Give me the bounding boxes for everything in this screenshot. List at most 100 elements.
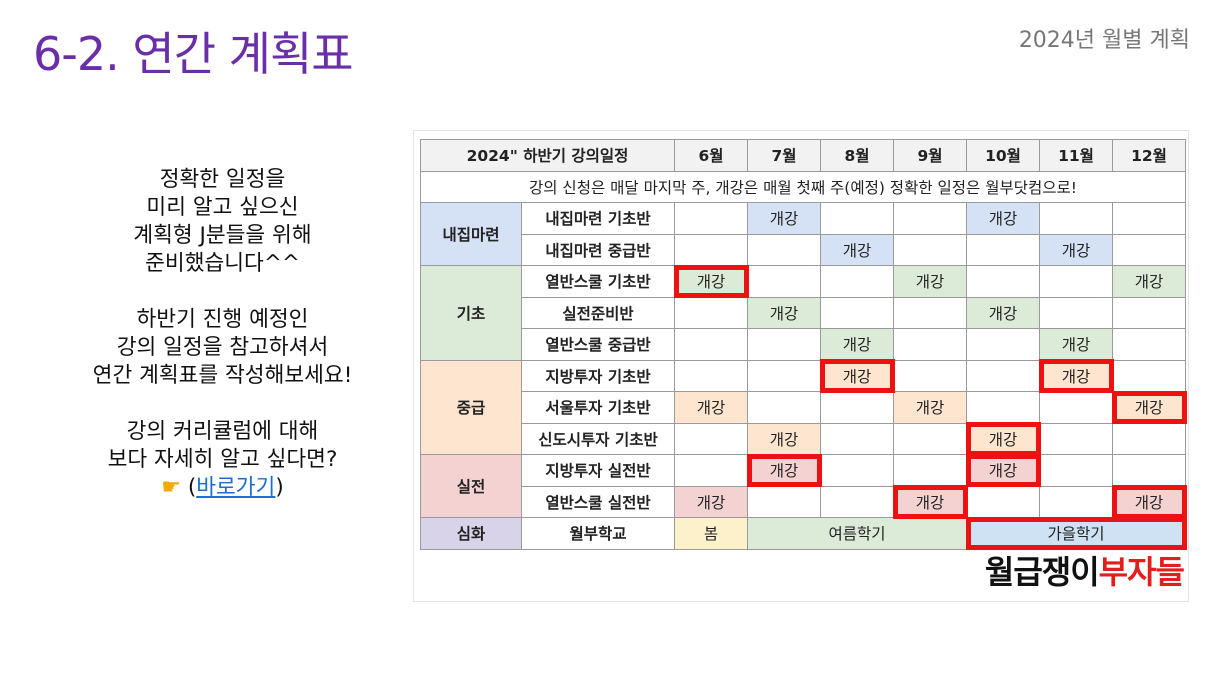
empty-cell — [674, 296, 748, 329]
intro-text: 정확한 일정을 미리 알고 싶으신 계획형 J분들을 위해 준비했습니다^^ 하… — [30, 166, 415, 502]
empty-cell — [1039, 391, 1113, 424]
open-cell: 개강 — [746, 453, 822, 487]
schedule-card: 2024" 하반기 강의일정 6월 7월 8월 9월 10월 11월 12월 강의 신청은 매달… — [413, 130, 1189, 602]
schedule-title: 2024" 하반기 강의일정 — [420, 139, 675, 172]
open-cell: 개강 — [747, 422, 821, 455]
course-name: 서울투자 기초반 — [521, 391, 675, 424]
open-cell: 개강 — [966, 296, 1040, 329]
empty-cell — [966, 265, 1040, 298]
course-row: 실전 지방투자 실전반 개강 개강 — [420, 453, 1186, 518]
month-header: 12월 — [1112, 139, 1186, 172]
notice-text: 강의 신청은 매달 마지막 주, 개강은 매월 첫째 주(예정) 정확한 일정은… — [420, 170, 1186, 203]
empty-cell — [893, 233, 967, 266]
empty-cell — [747, 265, 821, 298]
course-row: 실전준비반 개강 개강 — [421, 296, 1186, 329]
link-paren-close: ) — [275, 475, 284, 500]
empty-cell — [893, 296, 967, 329]
course-row: 내집마련 중급반 개강 개강 — [421, 233, 1186, 266]
pointing-hand-icon: ☛ — [161, 475, 181, 500]
empty-cell — [966, 359, 1040, 392]
empty-cell — [1112, 296, 1186, 329]
empty-cell — [966, 328, 1040, 361]
category-cell: 내집마련 — [420, 202, 522, 266]
category-cell: 심화 — [420, 517, 522, 550]
month-header: 6월 — [674, 139, 748, 172]
open-cell: 개강 — [1111, 390, 1187, 424]
empty-cell — [1112, 233, 1186, 266]
empty-cell — [747, 391, 821, 424]
course-name: 지방투자 기초반 — [521, 359, 675, 392]
empty-cell — [674, 233, 748, 266]
empty-cell — [820, 202, 894, 235]
empty-cell — [820, 296, 894, 329]
intro-line: 보다 자세히 알고 싶다면? — [107, 447, 338, 472]
empty-cell — [1112, 454, 1186, 487]
empty-cell — [820, 391, 894, 424]
empty-cell — [893, 328, 967, 361]
empty-cell — [1112, 359, 1186, 392]
empty-cell — [1039, 422, 1113, 455]
empty-cell — [674, 359, 748, 392]
notice-row: 강의 신청은 매달 마지막 주, 개강은 매월 첫째 주(예정) 정확한 일정은… — [420, 170, 1186, 203]
open-cell: 개강 — [966, 202, 1040, 235]
brand-text-red: 부자들 — [1098, 553, 1185, 591]
open-cell: 개강 — [819, 359, 895, 393]
course-name: 월부학교 — [521, 517, 675, 550]
empty-cell — [674, 202, 748, 235]
term-summer: 여름학기 — [747, 517, 967, 550]
empty-cell — [820, 422, 894, 455]
empty-cell — [820, 485, 894, 518]
empty-cell — [747, 233, 821, 266]
intro-line: 준비했습니다^^ — [145, 251, 300, 276]
empty-cell — [893, 454, 967, 487]
empty-cell — [747, 328, 821, 361]
empty-cell — [893, 422, 967, 455]
empty-cell — [966, 485, 1040, 518]
course-name: 열반스쿨 기초반 — [521, 265, 675, 298]
open-cell: 개강 — [1111, 485, 1187, 519]
intro-line: 미리 알고 싶으신 — [146, 195, 299, 220]
empty-cell — [1112, 202, 1186, 235]
intro-line: 정확한 일정을 — [159, 167, 286, 192]
page-title: 6-2. 연간 계획표 — [33, 27, 354, 81]
intro-paragraph-2: 하반기 진행 예정인 강의 일정을 참고하셔서 연간 계획표를 작성해보세요! — [30, 306, 415, 390]
month-header: 9월 — [893, 139, 967, 172]
brand-logo: 월급쟁이부자들 — [985, 547, 1185, 593]
course-row: 내집마련 내집마련 기초반 개강 개강 — [420, 202, 1186, 266]
advanced-row: 심화 월부학교 봄 여름학기 가을학기 — [420, 516, 1187, 550]
course-row: 열반스쿨 실전반 개강 개강 개강 — [421, 485, 1187, 519]
intro-paragraph-1: 정확한 일정을 미리 알고 싶으신 계획형 J분들을 위해 준비했습니다^^ — [30, 166, 415, 278]
empty-cell — [966, 233, 1040, 266]
course-row: 신도시투자 기초반 개강 개강 — [421, 422, 1186, 456]
open-cell: 개강 — [674, 485, 748, 518]
course-row: 서울투자 기초반 개강 개강 개강 — [421, 390, 1187, 424]
schedule-table: 2024" 하반기 강의일정 6월 7월 8월 9월 10월 11월 12월 강의 신청은 매달… — [420, 139, 1187, 550]
open-cell: 개강 — [820, 328, 894, 361]
open-cell: 개강 — [1112, 265, 1186, 298]
course-name: 지방투자 실전반 — [521, 454, 675, 487]
course-row: 열반스쿨 중급반 개강 개강 — [421, 328, 1186, 361]
empty-cell — [674, 328, 748, 361]
course-row: 중급 지방투자 기초반 개강 개강 — [420, 359, 1186, 455]
month-header: 8월 — [820, 139, 894, 172]
empty-cell — [747, 359, 821, 392]
open-cell: 개강 — [1039, 233, 1113, 266]
open-cell: 개강 — [892, 485, 968, 519]
open-cell: 개강 — [1039, 328, 1113, 361]
open-cell: 개강 — [893, 265, 967, 298]
open-cell: 개강 — [893, 391, 967, 424]
shortcut-link[interactable]: 바로가기 — [196, 475, 276, 500]
month-header: 10월 — [966, 139, 1040, 172]
header-row: 2024" 하반기 강의일정 6월 7월 8월 9월 10월 11월 12월 — [420, 139, 1186, 172]
empty-cell — [1112, 422, 1186, 455]
month-header: 11월 — [1039, 139, 1113, 172]
empty-cell — [1039, 485, 1113, 518]
term-spring: 봄 — [674, 517, 748, 550]
intro-line: 계획형 J분들을 위해 — [133, 223, 312, 248]
open-cell: 개강 — [747, 202, 821, 235]
course-row: 기초 열반스쿨 기초반 개강 개강 개강 — [420, 264, 1186, 361]
intro-line: 연간 계획표를 작성해보세요! — [92, 363, 353, 388]
empty-cell — [747, 485, 821, 518]
page-subtitle: 2024년 월별 계획 — [1018, 28, 1190, 53]
open-cell: 개강 — [673, 264, 749, 298]
